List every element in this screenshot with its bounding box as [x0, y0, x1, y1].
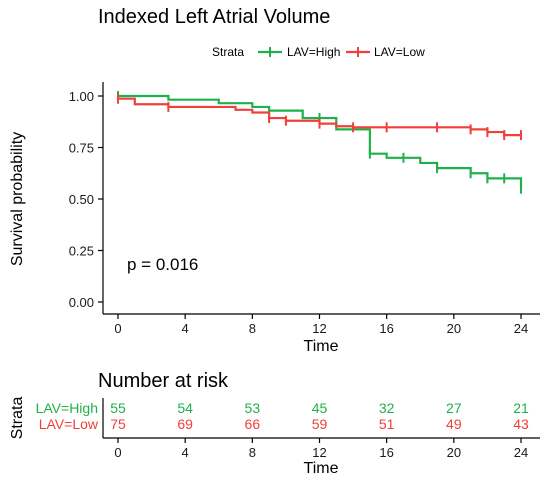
- legend-title: Strata: [212, 45, 244, 59]
- risk-x-tick-label: 12: [312, 445, 326, 460]
- risk-cell-lav-high: 54: [177, 400, 193, 416]
- risk-x-axis-label: Time: [304, 460, 339, 477]
- x-tick-label: 12: [312, 321, 326, 336]
- main-plot-axes: [102, 82, 540, 315]
- x-tick-label: 24: [514, 321, 528, 336]
- legend-item-high: LAV=High: [258, 45, 340, 59]
- p-value-annotation: p = 0.016: [127, 255, 198, 274]
- risk-cell-lav-low: 43: [513, 416, 529, 432]
- risk-table-strata-label: Strata: [9, 397, 26, 440]
- chart-title: Indexed Left Atrial Volume: [98, 6, 330, 28]
- risk-cell-lav-low: 51: [379, 416, 395, 432]
- y-ticks: 0.00 0.25 0.50 0.75 1.00: [69, 89, 103, 310]
- series-line-lav-high: [118, 94, 523, 189]
- risk-cell-lav-high: 32: [379, 400, 395, 416]
- risk-table-title: Number at risk: [98, 370, 229, 392]
- legend-label-low: LAV=Low: [374, 45, 425, 59]
- risk-table-axes: [102, 398, 540, 439]
- x-ticks: 0 4 8 12 16 20 24: [114, 314, 528, 336]
- risk-cell-lav-low: 66: [245, 416, 261, 432]
- y-tick-label: 0.50: [69, 192, 94, 207]
- risk-cell-lav-high: 21: [513, 400, 529, 416]
- risk-cell-lav-high: 45: [312, 400, 328, 416]
- risk-table-cells: 55 54 53 45 32 27 21 75 69 66 59 51 49 43: [110, 400, 529, 432]
- risk-cell-lav-low: 75: [110, 416, 126, 432]
- x-tick-label: 0: [114, 321, 121, 336]
- legend-label-high: LAV=High: [287, 45, 340, 59]
- y-tick-label: 0.75: [69, 141, 94, 156]
- risk-x-tick-label: 8: [249, 445, 256, 460]
- risk-x-tick-label: 20: [447, 445, 461, 460]
- risk-cell-lav-high: 27: [446, 400, 462, 416]
- legend-item-low: LAV=Low: [346, 45, 425, 59]
- y-tick-label: 0.00: [69, 295, 94, 310]
- series-line-lav-low: [118, 97, 521, 137]
- series-layer: [117, 91, 523, 194]
- y-tick-label: 1.00: [69, 89, 94, 104]
- risk-cell-lav-low: 69: [177, 416, 193, 432]
- risk-row-label-lav-high: LAV=High: [36, 400, 98, 416]
- y-axis-label: Survival probability: [9, 132, 26, 266]
- risk-cell-lav-low: 49: [446, 416, 462, 432]
- risk-x-tick-label: 24: [514, 445, 528, 460]
- risk-x-tick-label: 16: [379, 445, 393, 460]
- x-tick-label: 8: [249, 321, 256, 336]
- risk-row-label-lav-low: LAV=Low: [39, 416, 99, 432]
- x-tick-label: 20: [447, 321, 461, 336]
- risk-x-ticks: 0 4 8 12 16 20 24: [114, 438, 528, 460]
- risk-x-tick-label: 4: [182, 445, 189, 460]
- y-tick-label: 0.25: [69, 244, 94, 259]
- risk-cell-lav-low: 59: [312, 416, 328, 432]
- risk-cell-lav-high: 53: [245, 400, 261, 416]
- x-tick-label: 4: [182, 321, 189, 336]
- legend: Strata LAV=High LAV=Low: [212, 45, 425, 59]
- risk-x-tick-label: 0: [114, 445, 121, 460]
- x-tick-label: 16: [379, 321, 393, 336]
- x-axis-label: Time: [304, 338, 339, 355]
- risk-cell-lav-high: 55: [110, 400, 126, 416]
